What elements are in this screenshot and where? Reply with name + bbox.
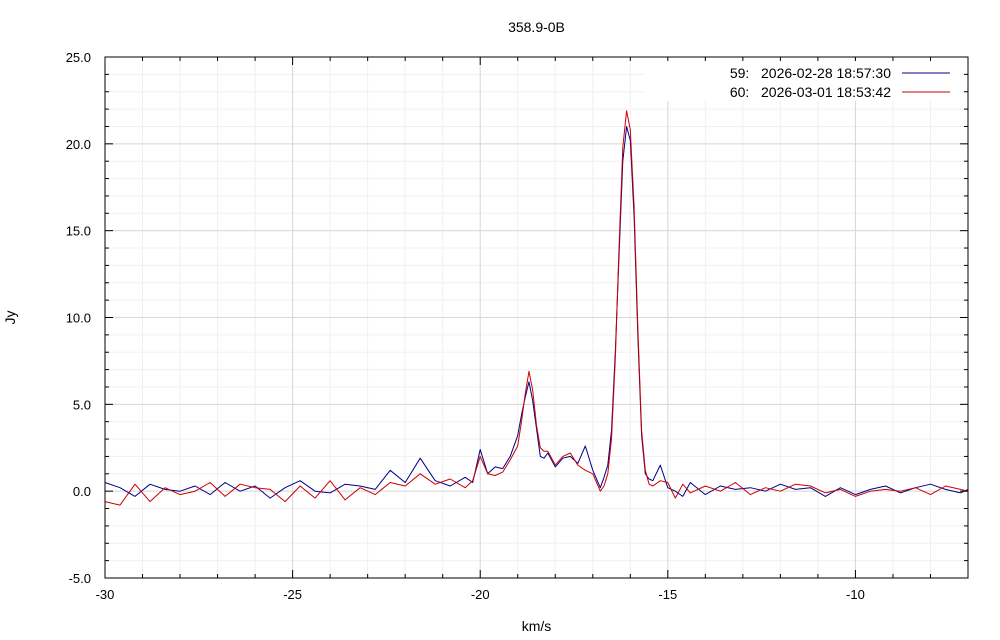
legend: 59: 2026-02-28 18:57:30 60: 2026-03-01 1… (645, 61, 963, 101)
series-line-59 (104, 126, 969, 499)
legend-entry-59: 59: 2026-02-28 18:57:30 (730, 65, 891, 81)
x-tick-label: -10 (846, 587, 865, 602)
legend-entry-60: 60: 2026-03-01 18:53:42 (730, 84, 891, 100)
x-axis-title: km/s (522, 618, 552, 634)
x-tick-labels: -30 -25 -20 -15 -10 (96, 587, 865, 602)
x-tick-label: -20 (471, 587, 490, 602)
x-tick-label: -30 (96, 587, 115, 602)
y-tick-label: 25.0 (66, 50, 91, 65)
series-layer (104, 110, 969, 506)
chart-title: 358.9-0B (508, 19, 565, 35)
y-tick-label: -5.0 (69, 571, 91, 586)
y-tick-label: 5.0 (73, 397, 91, 412)
y-tick-labels: -5.0 0.0 5.0 10.0 15.0 20.0 25.0 (66, 50, 91, 586)
x-tick-label: -15 (658, 587, 677, 602)
axis-ticks (104, 56, 969, 579)
y-tick-label: 10.0 (66, 311, 91, 326)
y-tick-label: 20.0 (66, 137, 91, 152)
legend-background (645, 61, 963, 101)
y-tick-label: 0.0 (73, 484, 91, 499)
x-tick-label: -25 (283, 587, 302, 602)
y-axis-title: Jy (2, 311, 18, 325)
y-tick-label: 15.0 (66, 224, 91, 239)
series-line-60 (104, 110, 969, 506)
